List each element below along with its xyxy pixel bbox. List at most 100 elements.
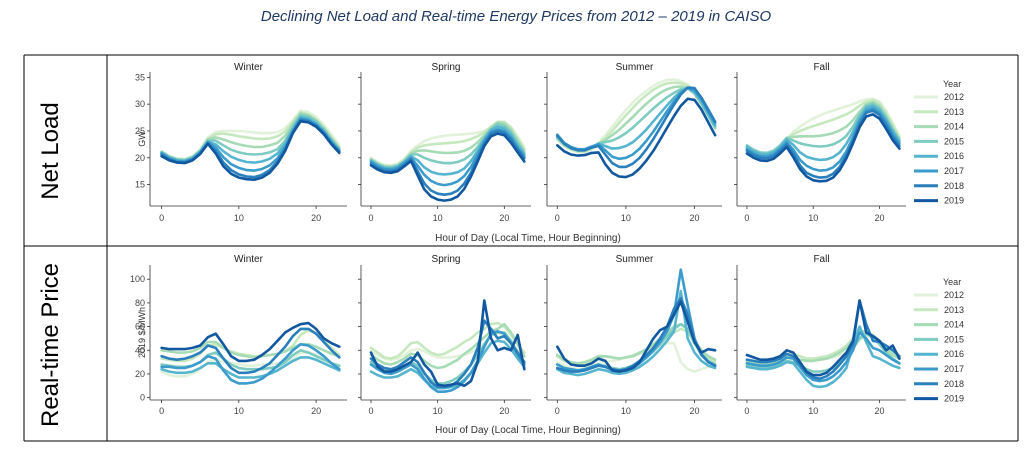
series-line-2017	[745, 107, 901, 172]
series-line-2015	[745, 102, 901, 155]
x-tick-label: 20	[311, 213, 321, 223]
legend-label-2016: 2016	[944, 349, 964, 359]
series-line-2018	[160, 327, 341, 375]
facet-title: Spring	[432, 254, 461, 265]
series-line-2017	[745, 331, 901, 383]
x-tick-label: 10	[621, 406, 631, 416]
facet-title: Summer	[616, 254, 654, 265]
y-tick-label: 20	[135, 369, 145, 379]
facet-title: Spring	[432, 62, 461, 73]
legend-label-2018: 2018	[944, 181, 964, 191]
panel-summer: Summer 0 10 20	[544, 62, 722, 223]
legend-label-2016: 2016	[944, 151, 964, 161]
y-tick-label: 15	[135, 180, 145, 190]
x-tick-label: 0	[159, 406, 164, 416]
legend-title: Year	[943, 79, 961, 89]
panel-summer: Summer 0 10 20	[544, 254, 722, 416]
legend-label-2012: 2012	[944, 290, 964, 300]
series-line-2019	[369, 299, 526, 388]
y-tick-label: 80	[135, 298, 145, 308]
panel-spring: Spring 0 10 20	[358, 62, 531, 223]
x-tick-label: 0	[744, 213, 749, 223]
legend-label-2015: 2015	[944, 136, 964, 146]
legend-title: Year	[943, 277, 961, 287]
facet-plots: GW Hour of Day (Local Time, Hour Beginnin…	[130, 62, 964, 436]
legend-label-2013: 2013	[944, 107, 964, 117]
legend-label-2013: 2013	[944, 305, 964, 315]
x-tick-label: 0	[368, 406, 373, 416]
series-line-2016	[555, 86, 717, 151]
legend-label-2018: 2018	[944, 379, 964, 389]
x-tick-label: 10	[808, 213, 818, 223]
x-tick-label: 20	[690, 406, 700, 416]
series-line-2019	[555, 300, 717, 373]
series-line-2014	[555, 85, 717, 153]
y-tick-label: 40	[135, 345, 145, 355]
x-tick-label: 0	[368, 213, 373, 223]
y-axis-label: 2019 $/MWh	[137, 307, 147, 358]
facet-title: Winter	[234, 62, 264, 73]
panel-fall: Fall 0 10 20	[734, 62, 906, 223]
facet-title: Summer	[616, 62, 654, 73]
series-line-2016	[745, 325, 901, 389]
series-line-2019	[160, 321, 341, 363]
legend-label-2015: 2015	[944, 334, 964, 344]
x-axis-label: Hour of Day (Local Time, Hour Beginning)	[435, 425, 621, 436]
series-line-2016	[160, 356, 341, 379]
legend-label-2017: 2017	[944, 364, 964, 374]
x-tick-label: 20	[874, 406, 884, 416]
series-line-2014	[160, 340, 341, 359]
legend-label-2014: 2014	[944, 320, 964, 330]
facet-title: Winter	[234, 254, 264, 265]
facet-title: Fall	[813, 62, 829, 73]
x-tick-label: 0	[744, 406, 749, 416]
series-line-2019	[160, 120, 341, 181]
series-line-2013	[369, 321, 526, 360]
series-line-2013	[555, 81, 717, 154]
x-tick-label: 0	[555, 213, 560, 223]
x-tick-label: 10	[433, 213, 443, 223]
x-tick-label: 10	[234, 406, 244, 416]
y-tick-label: 20	[135, 153, 145, 163]
panel-spring: Spring 0 10 20	[358, 254, 531, 416]
series-line-2017	[369, 128, 526, 187]
x-tick-label: 0	[555, 406, 560, 416]
series-line-2017	[369, 329, 526, 394]
row-label-net-load: Net Load	[37, 102, 64, 199]
legend-label-2019: 2019	[944, 196, 964, 206]
x-tick-label: 10	[808, 406, 818, 416]
series-line-2014	[369, 322, 526, 370]
x-tick-label: 20	[311, 406, 321, 416]
x-tick-label: 10	[234, 213, 244, 223]
y-tick-label: 100	[130, 274, 145, 284]
y-axis-label: GW	[137, 131, 147, 147]
series-line-2018	[745, 109, 901, 179]
x-tick-label: 10	[621, 213, 631, 223]
y-tick-label: 60	[135, 322, 145, 332]
series-line-2019	[555, 97, 717, 179]
legend-label-2017: 2017	[944, 166, 964, 176]
legend-label-2019: 2019	[944, 394, 964, 404]
x-tick-label: 20	[499, 213, 509, 223]
y-tick-label: 0	[140, 393, 145, 403]
series-line-2016	[555, 289, 717, 377]
chart-title: Declining Net Load and Real-time Energy …	[260, 8, 772, 25]
x-tick-label: 20	[499, 406, 509, 416]
y-tick-label: 35	[135, 72, 145, 82]
series-line-2018	[555, 296, 717, 373]
y-tick-label: 30	[135, 99, 145, 109]
legend-label-2012: 2012	[944, 92, 964, 102]
series-line-2016	[745, 104, 901, 162]
facet-title: Fall	[813, 254, 829, 265]
legend: Year 2012 2013 2014 2015 2016 2017 2018 2019	[914, 277, 964, 404]
series-line-2019	[745, 299, 901, 377]
series-line-2018	[745, 299, 901, 381]
panel-winter: Winter 15 20 25 30 35 0 10 20	[135, 62, 347, 223]
series-line-2017	[160, 342, 341, 385]
series-line-2019	[369, 132, 526, 202]
panel-fall: Fall 0 10 20	[734, 254, 906, 416]
series-line-2018	[555, 86, 717, 169]
x-tick-label: 20	[690, 213, 700, 223]
series-line-2018	[369, 129, 526, 196]
